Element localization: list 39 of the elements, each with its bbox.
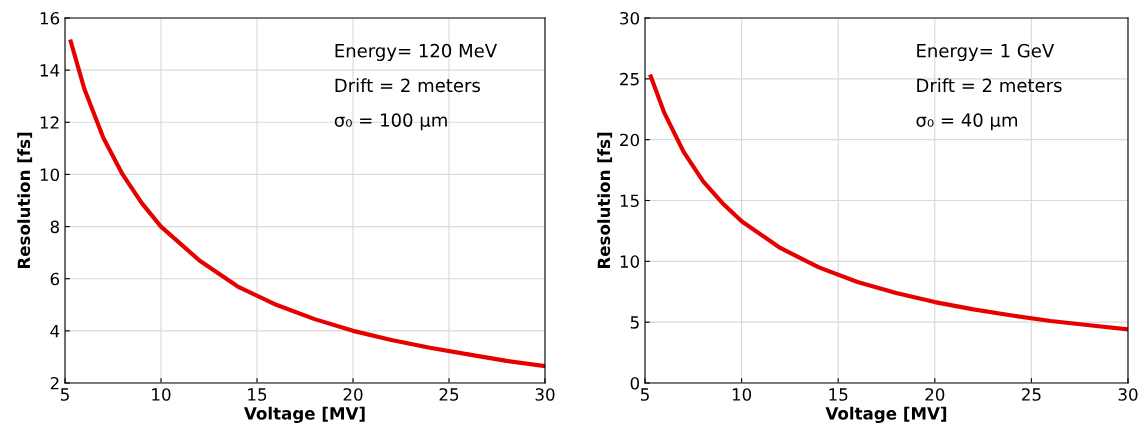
y-tick-label: 2 (50, 376, 59, 390)
x-tick-label: 20 (343, 388, 363, 401)
y-tick-label: 25 (620, 72, 639, 86)
line-series (648, 74, 1128, 332)
annotation: Drift = 2 meters (917, 78, 1062, 93)
y-tick-label: 0 (630, 376, 640, 390)
annotation: Energy= 1 GeV (917, 43, 1055, 62)
y-tick-label: 20 (620, 133, 640, 147)
annotation: σ₀ = 40 μm (916, 113, 1018, 131)
line-series (68, 39, 545, 369)
annotation: Drift = 2 meters (335, 78, 480, 93)
y-tick-label: 10 (620, 255, 640, 268)
y-tick-label: 30 (620, 11, 640, 25)
y-tick-label: 5 (630, 316, 639, 329)
x-tick-label: 25 (439, 388, 459, 401)
x-tick-label: 10 (732, 388, 752, 401)
x-tick-label: 30 (535, 388, 555, 401)
y-tick-label: 14 (40, 64, 60, 77)
y-tick-label: 10 (40, 168, 60, 181)
x-tick-label: 15 (248, 388, 267, 401)
y-tick-label: 6 (50, 272, 60, 286)
x-axis-title: Voltage [MV] (244, 406, 365, 424)
y-tick-label: 8 (50, 220, 59, 234)
y-tick-label: 16 (40, 11, 60, 25)
x-tick-label: 10 (152, 388, 171, 401)
x-tick-label: 5 (640, 388, 649, 401)
x-tick-label: 20 (925, 388, 945, 401)
y-tick-label: 4 (50, 325, 60, 338)
x-tick-label: 30 (1118, 388, 1138, 401)
y-tick-label: 15 (620, 194, 639, 208)
y-tick-label: 12 (40, 116, 59, 129)
x-axis-title: Voltage [MV] (825, 406, 947, 424)
y-axis-title: Resolution [fs] (597, 132, 613, 269)
x-tick-label: 15 (829, 388, 848, 401)
x-tick-label: 5 (60, 388, 69, 401)
annotation: Energy= 120 MeV (335, 43, 497, 62)
x-tick-label: 25 (1022, 388, 1041, 401)
annotation: σ₀ = 100 μm (334, 113, 447, 131)
y-axis-title: Resolution [fs] (17, 132, 33, 269)
